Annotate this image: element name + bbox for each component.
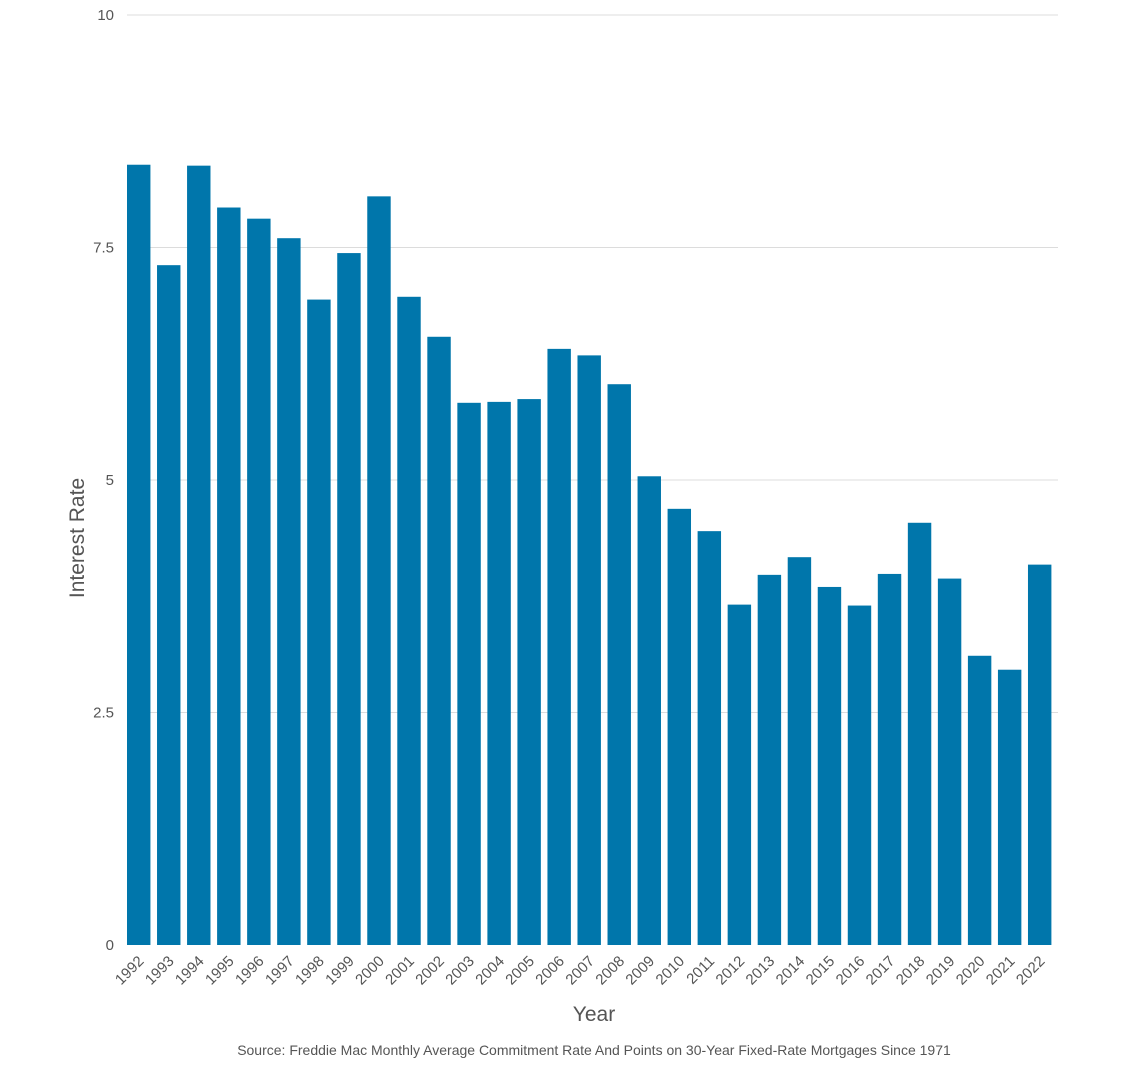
bar-1992 (127, 164, 151, 946)
bar-2017 (877, 573, 902, 945)
x-tick-label: 2007 (562, 953, 598, 989)
x-tick-label: 2008 (592, 953, 628, 989)
bar-1997 (277, 238, 301, 945)
bar-1994 (187, 165, 211, 945)
source-note: Source: Freddie Mac Monthly Average Comm… (237, 1042, 951, 1058)
bar-2021 (997, 669, 1022, 945)
bar-2006 (547, 348, 571, 945)
bar-2018 (907, 522, 932, 945)
y-tick-label: 2.5 (93, 705, 114, 722)
bar-2008 (607, 384, 631, 946)
bar-1999 (337, 253, 361, 945)
bar-2012 (727, 604, 752, 945)
x-axis-title: Year (573, 1003, 615, 1026)
x-tick-label: 2021 (983, 953, 1019, 989)
bar-2022 (1027, 564, 1052, 945)
x-tick-label: 1998 (292, 953, 328, 989)
y-tick-label: 5 (106, 472, 114, 489)
bar-2005 (517, 399, 541, 946)
x-tick-label: 1996 (232, 953, 268, 989)
bar-1996 (247, 218, 271, 946)
bar-2020 (967, 655, 992, 945)
bar-2014 (787, 557, 812, 945)
x-axis-ticks: 1992199319941995199619971998199920002001… (112, 953, 1049, 989)
x-tick-label: 1994 (172, 953, 208, 989)
x-tick-label: 1993 (142, 953, 178, 989)
bar-2019 (937, 578, 962, 945)
x-tick-label: 2002 (412, 953, 448, 989)
x-tick-label: 2016 (833, 953, 869, 989)
bar-2007 (577, 355, 601, 945)
y-axis-ticks: 0 2.5 5 7.5 10 (93, 7, 114, 954)
x-tick-label: 2003 (442, 953, 478, 989)
bar-1993 (157, 265, 181, 945)
x-tick-label: 1992 (112, 953, 148, 989)
x-tick-label: 2017 (863, 953, 899, 989)
x-tick-label: 2019 (923, 953, 959, 989)
bar-2001 (397, 296, 421, 945)
bar-2010 (667, 508, 692, 945)
x-tick-label: 2005 (502, 953, 538, 989)
x-tick-label: 2022 (1013, 953, 1049, 989)
bars (127, 164, 1052, 946)
y-tick-label: 0 (106, 937, 114, 954)
x-tick-label: 2012 (713, 953, 749, 989)
bar-2013 (757, 574, 782, 945)
bar-2000 (367, 196, 391, 946)
x-tick-label: 2004 (472, 953, 508, 989)
x-tick-label: 1997 (262, 953, 298, 989)
bar-2015 (817, 586, 842, 945)
y-tick-label: 10 (97, 7, 114, 24)
bar-1995 (217, 207, 241, 945)
x-tick-label: 2006 (532, 953, 568, 989)
x-tick-label: 2009 (622, 953, 658, 989)
bar-2004 (487, 401, 511, 945)
x-tick-label: 1995 (202, 953, 238, 989)
bar-2003 (457, 402, 481, 945)
x-tick-label: 2010 (652, 953, 688, 989)
y-axis-title: Interest Rate (66, 478, 89, 598)
x-tick-label: 2015 (803, 953, 839, 989)
bar-2011 (697, 531, 722, 945)
x-tick-label: 1999 (322, 953, 358, 989)
x-tick-label: 2018 (893, 953, 929, 989)
x-tick-label: 2001 (382, 953, 418, 989)
y-tick-label: 7.5 (93, 240, 114, 257)
x-tick-label: 2011 (683, 953, 718, 988)
bar-1998 (307, 299, 331, 946)
x-tick-label: 2020 (953, 953, 989, 989)
bar-2009 (637, 476, 661, 945)
bar-2002 (427, 336, 451, 945)
bar-2016 (847, 605, 872, 945)
x-tick-label: 2014 (773, 953, 809, 989)
x-tick-label: 2013 (743, 953, 779, 989)
x-tick-label: 2000 (352, 953, 388, 989)
